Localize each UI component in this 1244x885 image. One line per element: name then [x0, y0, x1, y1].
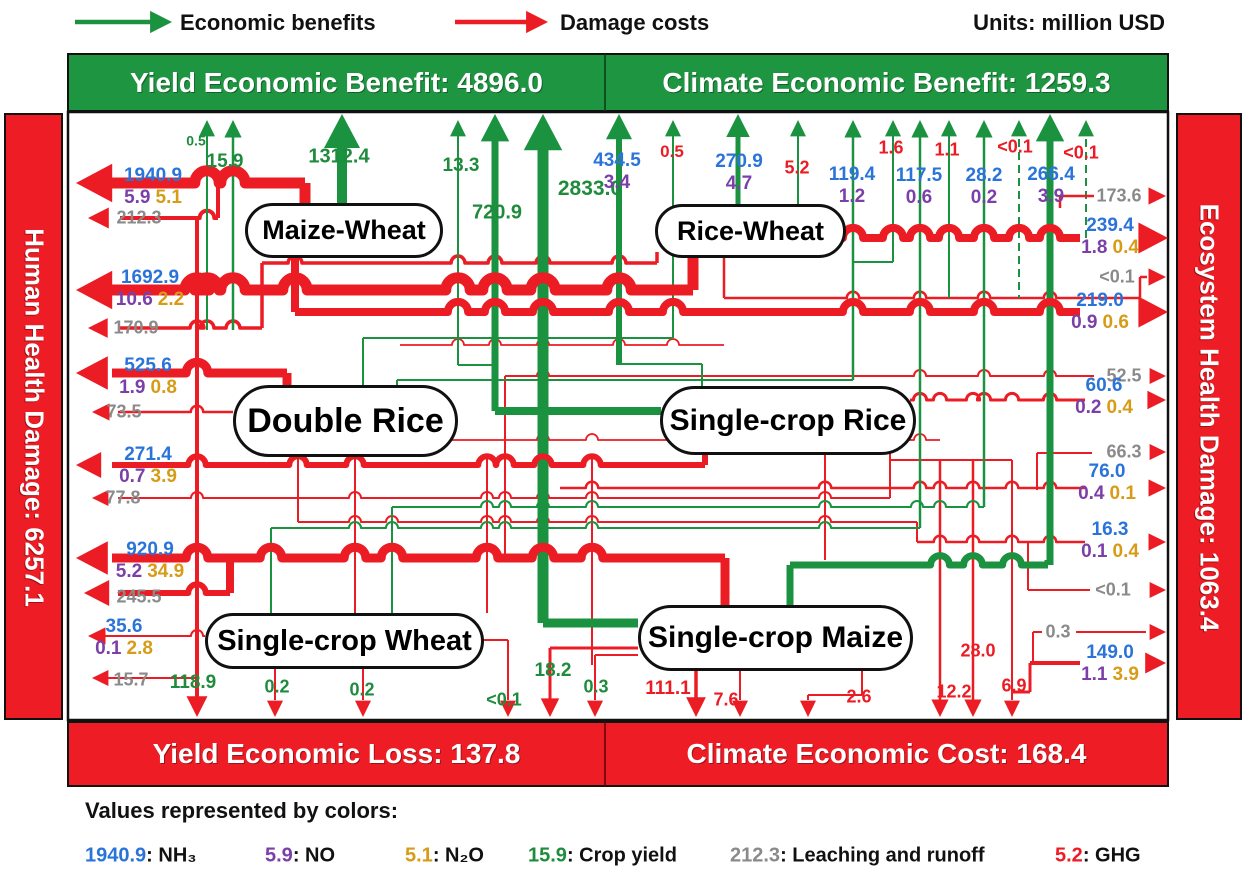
bottom-yield-loss-value: 118.9	[169, 672, 217, 694]
top-flow-pair: 270.9 4.7	[715, 150, 763, 194]
top-yield-value: 0.5	[186, 132, 206, 149]
bottom-yield-loss-value: 18.2	[534, 660, 572, 682]
bottom-climate-cost-value: 7.6	[713, 689, 739, 710]
top-yield-value: 13.3	[442, 155, 480, 177]
bottom-climate-cost-value: 111.1	[645, 678, 691, 700]
bottom-yield-loss-value: <0.1	[486, 689, 522, 710]
units-label: Units: million USD	[973, 10, 1165, 35]
top-flow-pair: 119.4 1.2	[828, 163, 876, 207]
top-yield-value: 720.9	[471, 201, 523, 224]
bottom-climate-cost-value: 2.6	[846, 686, 872, 707]
left-flow-group: 525.6 1.9 0.8	[119, 354, 177, 398]
left-flow-group: 1940.9 5.9 5.1	[123, 164, 183, 208]
crop-node-double-rice: Double Rice	[233, 385, 458, 457]
right-flow-leaching: 173.6	[1096, 185, 1142, 206]
right-flow-leaching: <0.1	[1095, 579, 1131, 600]
right-flow-group: 16.3 0.1 0.4	[1081, 518, 1139, 562]
left-flow-leaching: 73.5	[106, 401, 142, 422]
top-ghg-value: 5.2	[784, 157, 810, 178]
right-flow-group: 60.6 0.2 0.4	[1075, 374, 1133, 418]
top-flow-pair: 434.5 3.4	[593, 149, 641, 193]
legend-economic-benefits-label: Economic benefits	[180, 10, 376, 35]
top-flow-pair: 28.2 0.2	[965, 164, 1003, 208]
banner-yield-economic-loss: Yield Economic Loss: 137.8	[152, 738, 521, 769]
left-flow-leaching: 212.3	[116, 207, 162, 228]
banner-human-health-damage: Human Health Damage: 6257.1	[19, 228, 50, 607]
legend-damage-costs-label: Damage costs	[560, 10, 710, 35]
banner-climate-economic-benefit: Climate Economic Benefit: 1259.3	[662, 66, 1111, 98]
bottom-yield-loss-value: 0.3	[583, 676, 609, 697]
top-ghg-value: <0.1	[997, 136, 1033, 157]
color-legend-item: 212.3: Leaching and runoff	[730, 844, 985, 867]
right-flow-group: 219.0 0.9 0.6	[1071, 289, 1129, 333]
left-flow-group: 920.9 5.2 34.9	[115, 538, 185, 582]
right-flow-group: 76.0 0.4 0.1	[1078, 460, 1136, 504]
right-flow-leaching: 52.5	[1106, 365, 1142, 386]
top-flow-pair: 266.4 3.9	[1027, 163, 1075, 207]
color-legend-title: Values represented by colors:	[85, 798, 399, 823]
top-yield-value: 2833.0	[557, 176, 623, 200]
bottom-climate-cost-value: 6.9	[1001, 675, 1027, 696]
banner-ecosystem-health-damage: Ecosystem Health Damage: 1063.4	[1194, 203, 1225, 632]
right-flow-leaching: <0.1	[1099, 266, 1135, 287]
crop-node-single-crop-wheat: Single-crop Wheat	[205, 613, 484, 669]
left-flow-leaching: 15.7	[113, 669, 149, 690]
crop-node-single-crop-rice: Single-crop Rice	[660, 386, 916, 455]
banner-climate-economic-cost: Climate Economic Cost: 168.4	[686, 738, 1087, 769]
color-legend-item: 1940.9: NH₃	[85, 844, 197, 867]
bottom-yield-loss-value: 0.2	[349, 679, 375, 700]
color-legend-item: 5.9: NO	[265, 844, 336, 867]
bottom-yield-loss-value: 0.2	[264, 676, 290, 697]
left-flow-group: 271.4 0.7 3.9	[119, 443, 177, 487]
color-legend-item: 15.9: Crop yield	[528, 844, 677, 867]
top-ghg-value: <0.1	[1063, 142, 1099, 163]
right-flow-leaching: 0.3	[1045, 621, 1071, 642]
bottom-climate-cost-value: 12.2	[936, 681, 972, 702]
crop-node-single-crop-maize: Single-crop Maize	[638, 605, 913, 671]
banner-yield-economic-benefit: Yield Economic Benefit: 4896.0	[130, 66, 543, 98]
left-flow-leaching: 170.9	[113, 317, 159, 338]
left-flow-group: 1692.9 10.6 2.2	[115, 266, 185, 310]
top-ghg-value: 1.6	[878, 137, 904, 158]
color-legend-item: 5.1: N₂O	[405, 844, 484, 867]
right-flow-leaching: 66.3	[1106, 441, 1142, 462]
color-legend-item: 5.2: GHG	[1055, 844, 1141, 867]
bottom-climate-cost-value: 28.0	[960, 640, 996, 661]
top-yield-value: 1312.4	[308, 145, 370, 168]
left-flow-leaching: 245.5	[116, 586, 162, 607]
crop-node-rice-wheat: Rice-Wheat	[655, 204, 846, 258]
top-yield-value: 15.9	[206, 151, 244, 173]
right-flow-group: 239.4 1.8 0.4	[1081, 214, 1139, 258]
right-flow-group: 149.0 1.1 3.9	[1081, 641, 1139, 685]
left-flow-group: 35.6 0.1 2.8	[95, 615, 153, 659]
crop-node-maize-wheat: Maize-Wheat	[245, 203, 443, 258]
top-ghg-value: 0.5	[660, 142, 684, 162]
top-flow-pair: 117.5 0.6	[895, 164, 943, 208]
top-ghg-value: 1.1	[934, 139, 960, 160]
left-flow-leaching: 77.8	[105, 487, 141, 508]
